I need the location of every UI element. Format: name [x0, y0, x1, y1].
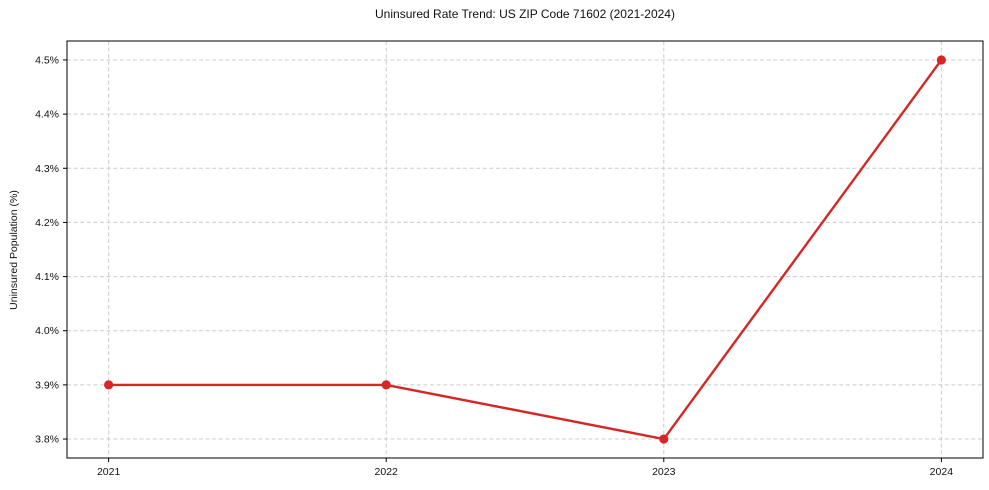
x-tick-label: 2024	[930, 466, 954, 478]
y-tick-label: 3.8%	[35, 434, 59, 446]
data-point-marker	[659, 434, 669, 444]
x-tick-label: 2023	[652, 466, 676, 478]
y-tick-label: 4.5%	[35, 54, 59, 66]
x-tick-label: 2022	[375, 466, 399, 478]
y-tick-label: 3.9%	[35, 379, 59, 391]
data-point-marker	[104, 380, 114, 390]
y-tick-label: 4.3%	[35, 163, 59, 175]
y-tick-label: 4.4%	[35, 109, 59, 121]
y-tick-label: 4.2%	[35, 217, 59, 229]
y-tick-label: 4.1%	[35, 271, 59, 283]
trend-line	[107, 58, 943, 441]
data-point-marker	[936, 55, 946, 65]
x-tick-label: 2021	[97, 466, 121, 478]
plot-border	[66, 40, 984, 459]
y-tick-label: 4.0%	[35, 325, 59, 337]
data-point-marker	[381, 380, 391, 390]
chart-title: Uninsured Rate Trend: US ZIP Code 71602 …	[375, 7, 675, 21]
